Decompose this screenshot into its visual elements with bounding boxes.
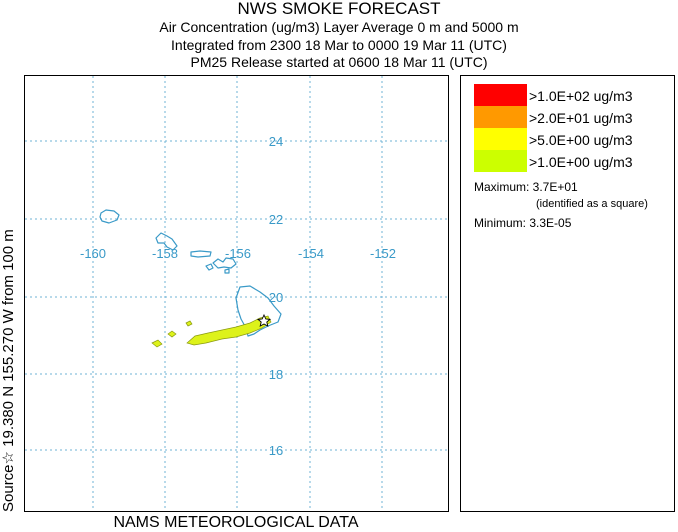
- data-source-footer: NAMS METEOROLOGICAL DATA: [113, 514, 359, 531]
- lat-label-18: 18: [269, 367, 283, 382]
- lat-label-22: 22: [269, 212, 283, 227]
- legend-frame: [460, 75, 675, 512]
- legend-label-3: >5.0E+00 ug/m3: [529, 132, 633, 148]
- map-frame: [24, 75, 449, 512]
- legend-label-2: >2.0E+01 ug/m3: [529, 110, 633, 126]
- legend-swatch-greenyellow: [474, 150, 527, 172]
- legend-swatch-red: [474, 84, 527, 106]
- coastlines: [99, 209, 282, 337]
- island-kahoolawe: [224, 268, 230, 274]
- source-star-icon: [256, 313, 272, 327]
- island-maui: [212, 257, 237, 269]
- smoke-patch-north: [185, 320, 193, 327]
- smoke-plume: [151, 315, 272, 348]
- island-hawaii: [235, 285, 282, 337]
- smoke-patch-west: [167, 330, 177, 338]
- lon-label-160: -160: [80, 246, 106, 261]
- lon-label-152: -152: [370, 246, 396, 261]
- lat-label-16: 16: [269, 443, 283, 458]
- legend-label-1: >1.0E+02 ug/m3: [529, 88, 633, 104]
- island-oahu: [155, 232, 178, 251]
- legend-identified-note: (identified as a square): [536, 198, 648, 210]
- lon-label-154: -154: [298, 246, 324, 261]
- island-kauai: [99, 209, 120, 224]
- map-title: NWS SMOKE FORECAST: [237, 0, 441, 18]
- lat-label-24: 24: [269, 134, 283, 149]
- legend-label-4: >1.0E+00 ug/m3: [529, 154, 633, 170]
- legend-swatch-yellow: [474, 128, 527, 150]
- subtitle-release: PM25 Release started at 0600 18 Mar 11 (…: [190, 54, 488, 70]
- lon-label-156: -156: [225, 246, 251, 261]
- island-molokai: [190, 250, 212, 258]
- island-lanai: [205, 263, 214, 271]
- subtitle-concentration: Air Concentration (ug/m3) Layer Average …: [159, 19, 519, 35]
- lat-label-20: 20: [269, 290, 283, 305]
- legend-maximum: Maximum: 3.7E+01: [474, 180, 578, 194]
- subtitle-integration: Integrated from 2300 18 Mar to 0000 19 M…: [171, 37, 507, 53]
- smoke-patch-far-west: [151, 339, 163, 348]
- legend-minimum: Minimum: 3.3E-05: [474, 216, 572, 230]
- graticule: [25, 76, 448, 511]
- legend-swatch-orange: [474, 106, 527, 128]
